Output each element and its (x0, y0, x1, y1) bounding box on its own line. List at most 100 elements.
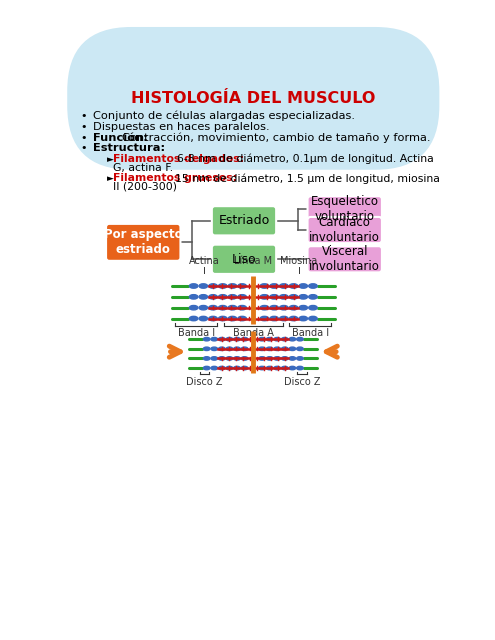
Ellipse shape (274, 347, 281, 351)
Ellipse shape (211, 356, 218, 360)
Text: Dispuestas en haces paralelos.: Dispuestas en haces paralelos. (93, 122, 269, 132)
Ellipse shape (289, 356, 296, 360)
Text: Banda A: Banda A (233, 328, 274, 338)
Ellipse shape (234, 366, 241, 370)
Text: Filamentos gruesos:: Filamentos gruesos: (113, 173, 237, 184)
Ellipse shape (259, 347, 265, 351)
Ellipse shape (282, 337, 288, 341)
Text: Miosina: Miosina (280, 256, 317, 266)
Ellipse shape (260, 316, 269, 321)
Text: G, actina F.: G, actina F. (113, 163, 173, 173)
Ellipse shape (241, 356, 248, 360)
Ellipse shape (289, 337, 296, 341)
Ellipse shape (259, 366, 265, 370)
Ellipse shape (270, 305, 278, 310)
Ellipse shape (270, 284, 278, 288)
Text: Filamentos delgados:: Filamentos delgados: (113, 154, 244, 164)
Ellipse shape (270, 294, 278, 299)
Ellipse shape (218, 284, 227, 288)
Ellipse shape (299, 316, 307, 321)
Ellipse shape (266, 366, 273, 370)
Text: Línea M: Línea M (234, 256, 272, 266)
Ellipse shape (209, 284, 217, 288)
FancyBboxPatch shape (307, 246, 382, 273)
Ellipse shape (266, 347, 273, 351)
Text: Disco Z: Disco Z (284, 377, 320, 387)
Ellipse shape (228, 284, 237, 288)
Ellipse shape (280, 284, 288, 288)
Ellipse shape (289, 366, 296, 370)
Ellipse shape (203, 366, 210, 370)
Ellipse shape (274, 356, 281, 360)
Text: Esqueletico
voluntario: Esqueletico voluntario (311, 195, 379, 223)
Ellipse shape (199, 284, 207, 288)
Ellipse shape (241, 347, 248, 351)
Ellipse shape (297, 356, 303, 360)
Text: Función:: Función: (93, 132, 148, 143)
Text: •: • (80, 143, 87, 154)
Ellipse shape (238, 305, 247, 310)
Text: Banda I: Banda I (178, 328, 215, 338)
FancyBboxPatch shape (307, 196, 382, 222)
Ellipse shape (297, 337, 303, 341)
Ellipse shape (282, 356, 288, 360)
Ellipse shape (309, 316, 317, 321)
Ellipse shape (282, 366, 288, 370)
Ellipse shape (228, 305, 237, 310)
Text: 6-8 nm de diámetro, 0.1μm de longitud. Actina: 6-8 nm de diámetro, 0.1μm de longitud. A… (177, 154, 434, 164)
Ellipse shape (190, 305, 198, 310)
Ellipse shape (309, 294, 317, 299)
Ellipse shape (226, 356, 233, 360)
Text: Disco Z: Disco Z (187, 377, 223, 387)
Ellipse shape (203, 347, 210, 351)
Ellipse shape (289, 294, 298, 299)
Text: Contracción, movimiento, cambio de tamaño y forma.: Contracción, movimiento, cambio de tamañ… (122, 132, 431, 143)
Ellipse shape (309, 305, 317, 310)
Text: ►: ► (107, 174, 114, 183)
Text: •: • (80, 111, 87, 121)
Ellipse shape (218, 347, 225, 351)
Ellipse shape (274, 337, 281, 341)
Ellipse shape (238, 284, 247, 288)
Ellipse shape (289, 316, 298, 321)
Ellipse shape (299, 284, 307, 288)
Ellipse shape (203, 356, 210, 360)
Ellipse shape (259, 337, 265, 341)
FancyBboxPatch shape (307, 217, 382, 243)
Ellipse shape (297, 347, 303, 351)
Text: Estructura:: Estructura: (93, 143, 165, 154)
Ellipse shape (280, 294, 288, 299)
Ellipse shape (211, 347, 218, 351)
Ellipse shape (203, 337, 210, 341)
Ellipse shape (241, 337, 248, 341)
Ellipse shape (199, 305, 207, 310)
Ellipse shape (218, 356, 225, 360)
Ellipse shape (190, 284, 198, 288)
FancyBboxPatch shape (106, 224, 181, 261)
Ellipse shape (190, 294, 198, 299)
Ellipse shape (289, 284, 298, 288)
Ellipse shape (309, 284, 317, 288)
Ellipse shape (218, 294, 227, 299)
Text: Por aspecto
estriado: Por aspecto estriado (104, 228, 183, 257)
Text: Estriado: Estriado (218, 214, 270, 227)
Ellipse shape (228, 316, 237, 321)
Ellipse shape (266, 337, 273, 341)
FancyBboxPatch shape (212, 244, 276, 274)
Ellipse shape (209, 305, 217, 310)
Text: Cardiaco
involuntario: Cardiaco involuntario (309, 216, 380, 244)
Text: Visceral
involuntario: Visceral involuntario (309, 245, 380, 273)
Ellipse shape (238, 294, 247, 299)
Text: •: • (80, 132, 87, 143)
Ellipse shape (270, 316, 278, 321)
Text: Conjunto de células alargadas especializadas.: Conjunto de células alargadas especializ… (93, 111, 355, 122)
Ellipse shape (260, 294, 269, 299)
Ellipse shape (190, 316, 198, 321)
Ellipse shape (228, 294, 237, 299)
Ellipse shape (234, 347, 241, 351)
Ellipse shape (234, 337, 241, 341)
Text: 15 nm de diámetro, 1.5 μm de longitud, miosina: 15 nm de diámetro, 1.5 μm de longitud, m… (175, 173, 440, 184)
Text: •: • (80, 122, 87, 132)
Ellipse shape (218, 366, 225, 370)
Text: ►: ► (107, 155, 114, 164)
